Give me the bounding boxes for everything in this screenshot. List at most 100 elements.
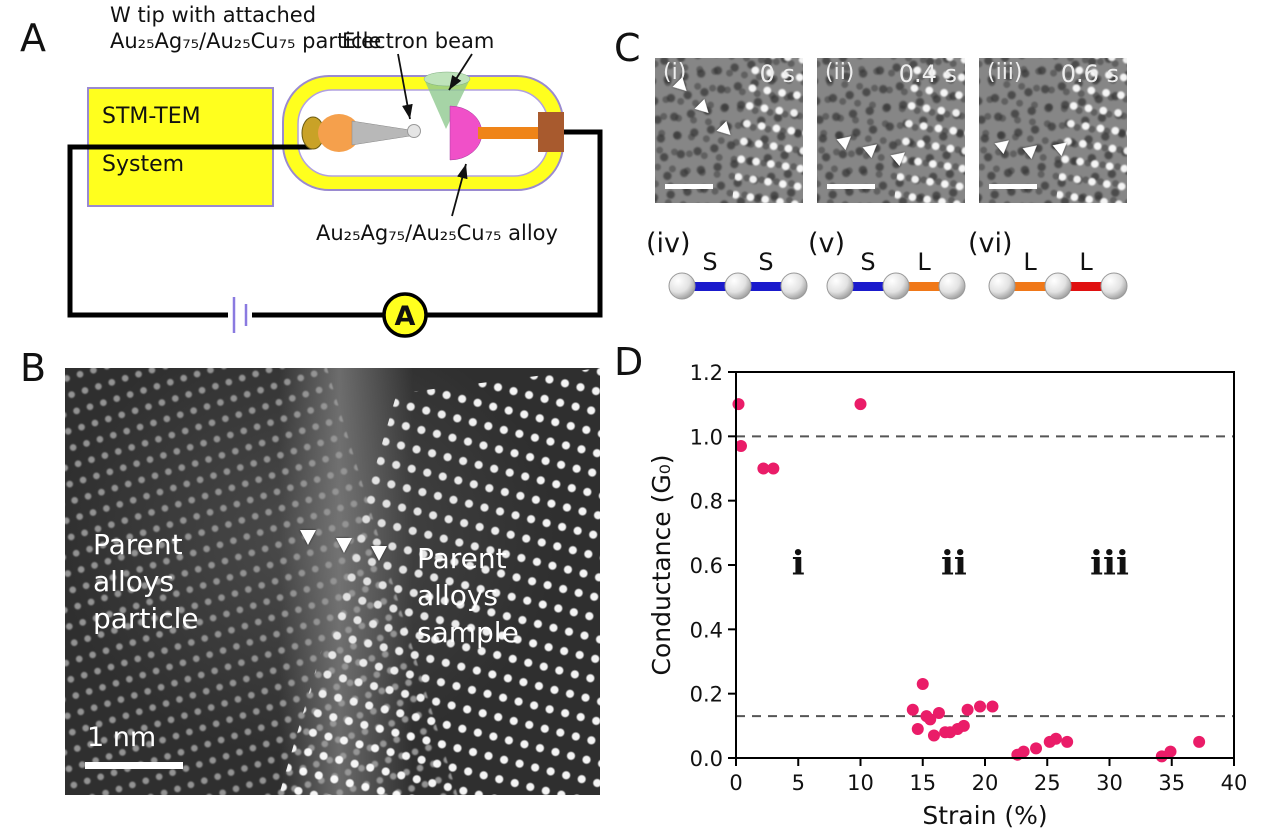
data-point [957, 719, 970, 732]
atom-sphere [1100, 272, 1128, 300]
ammeter [382, 292, 428, 338]
electron-beam-cone [424, 79, 470, 129]
x-tick-label: 0 [729, 771, 742, 795]
data-point [1164, 745, 1177, 758]
junction-arrowhead-icon [336, 538, 352, 553]
atom-sphere [826, 272, 854, 300]
scale-bar [85, 762, 183, 769]
frame-id: (i) [663, 60, 687, 85]
bond-letter: L [1023, 248, 1037, 276]
y-axis-title: Conductance (G₀) [650, 455, 676, 676]
y-tick-label: 0.4 [690, 618, 723, 642]
y-tick-label: 1.0 [690, 425, 723, 449]
circuit-wire [67, 129, 603, 318]
data-point [757, 462, 770, 475]
data-point [986, 700, 999, 713]
scale-bar [827, 184, 875, 189]
data-point [767, 462, 780, 475]
x-tick-label: 20 [972, 771, 999, 795]
scale-bar [665, 184, 713, 189]
y-tick-label: 0.2 [690, 683, 723, 707]
x-tick-label: 30 [1096, 771, 1123, 795]
data-point [924, 713, 937, 726]
data-point [906, 703, 919, 716]
bond-diagram-vi: L L [988, 248, 1128, 300]
alloy-label: Au₂₅Ag₇₅/Au₂₅Cu₇₅ alloy [316, 221, 558, 245]
attached-particle [407, 124, 421, 138]
data-point [732, 398, 745, 411]
y-tick-label: 1.2 [690, 361, 723, 385]
atom-sphere [988, 272, 1016, 300]
bond-letter: S [702, 248, 717, 276]
atom-sphere [780, 272, 808, 300]
tem-image-junction: Parent alloys particle Parent alloys sam… [65, 368, 600, 795]
y-tick-label: 0.6 [690, 554, 723, 578]
x-axis-title: Strain (%) [922, 801, 1047, 830]
panel-c-label: C [614, 26, 641, 70]
bond-right [738, 282, 794, 291]
sample-mount-block [538, 112, 564, 152]
bond-diagram-v: S L [826, 248, 966, 300]
tem-frame-ii: (ii) 0.4 s [817, 58, 965, 203]
tip-annotation-arrow [397, 53, 413, 120]
data-point [932, 706, 945, 719]
x-tick-label: 5 [792, 771, 805, 795]
data-point [1061, 735, 1074, 748]
data-point [734, 439, 747, 452]
bond-left [840, 282, 896, 291]
ammeter-label: A [395, 301, 416, 332]
bond-letter: S [860, 248, 875, 276]
frame-time: 0.6 s [1060, 60, 1119, 88]
frame-time: 0 s [759, 60, 795, 88]
region-label: ii [941, 544, 967, 584]
scale-bar [989, 184, 1037, 189]
atom-sphere [1044, 272, 1072, 300]
panel-b-label: B [20, 346, 47, 390]
x-tick-label: 15 [909, 771, 936, 795]
frame-id: (ii) [825, 60, 855, 85]
electron-beam-top [423, 71, 471, 87]
tem-texture [65, 368, 600, 795]
data-point [1017, 745, 1030, 758]
atom-sphere [882, 272, 910, 300]
tem-frame-iii: (iii) 0.6 s [979, 58, 1127, 203]
sample-rod [478, 127, 540, 139]
stm-tem-text: STM-TEM [102, 104, 201, 129]
x-tick-label: 10 [847, 771, 874, 795]
tem-frame-i: (i) 0 s [655, 58, 803, 203]
x-tick-label: 40 [1221, 771, 1248, 795]
data-point [974, 700, 987, 713]
frame-time: 0.4 s [898, 60, 957, 88]
y-tick-label: 0.0 [690, 747, 723, 771]
electron-beam-label: Electron beam [342, 29, 495, 53]
tip-label: W tip with attached Au₂₅Ag₇₅/Au₂₅Cu₇₅ pa… [110, 2, 381, 54]
region-label: iii [1090, 544, 1129, 584]
bond-diagram-iv-label: (iv) [646, 228, 691, 259]
tip-holder-orange [318, 114, 360, 152]
bond-letter: L [917, 248, 931, 276]
bond-diagram-vi-label: (vi) [968, 228, 1013, 259]
parent-alloys-sample-caption: Parent alloys sample [417, 542, 519, 649]
alloy-annotation-arrow [451, 163, 468, 217]
bond-letter: L [1079, 248, 1093, 276]
data-point [911, 723, 924, 736]
atom-sphere [724, 272, 752, 300]
data-point [1049, 732, 1062, 745]
strain-conductance-chart: 0 5 10 15 20 25 30 35 400.00.20.40.60.81.01.2i ii… [650, 361, 1248, 830]
data-point [916, 678, 929, 691]
bond-left [1002, 282, 1058, 291]
panel-d-label: D [614, 340, 644, 384]
data-point [1030, 742, 1043, 755]
bond-diagram-iv: S S [668, 248, 808, 300]
data-point [1193, 735, 1206, 748]
chart-plot-area: 0 5 10 15 20 25 30 35 400.00.20.40.60.81.01.2i ii… [690, 361, 1248, 795]
system-text: System [102, 152, 185, 177]
data-point [927, 729, 940, 742]
parent-alloys-particle-caption: Parent alloys particle [93, 528, 199, 635]
data-point [854, 398, 867, 411]
bond-letter: S [758, 248, 773, 276]
tip-label-line2: Au₂₅Ag₇₅/Au₂₅Cu₇₅ particle [110, 29, 382, 53]
data-point [961, 703, 974, 716]
x-tick-label: 25 [1034, 771, 1061, 795]
frame-id: (iii) [987, 60, 1023, 85]
